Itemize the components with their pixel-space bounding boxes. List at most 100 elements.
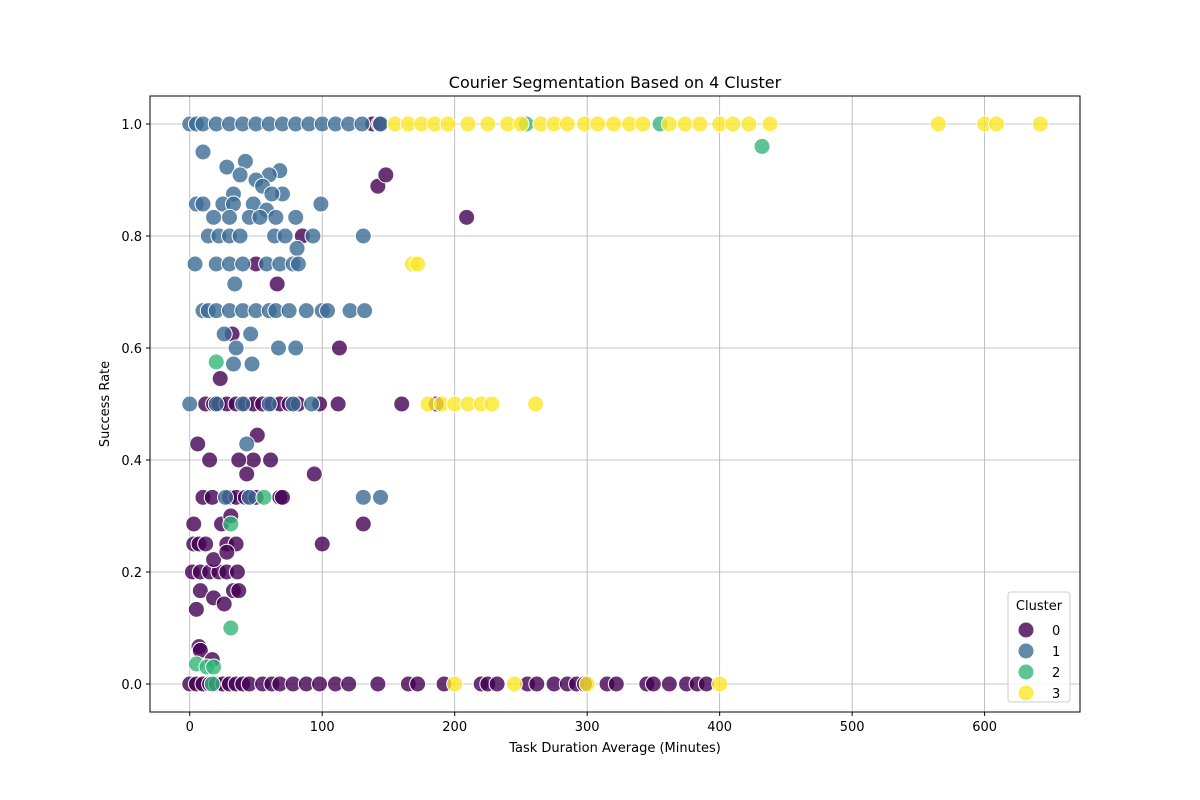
data-point-cluster-3 <box>558 115 576 133</box>
data-point-cluster-3 <box>527 395 545 413</box>
data-point-cluster-3 <box>479 115 497 133</box>
data-point-cluster-1 <box>287 208 305 226</box>
data-point-cluster-3 <box>446 675 464 693</box>
data-point-cluster-1 <box>297 302 315 320</box>
data-point-cluster-2 <box>753 137 771 155</box>
x-axis-label: Task Duration Average (Minutes) <box>508 741 721 756</box>
x-tick-label: 400 <box>707 720 732 735</box>
data-point-cluster-3 <box>711 675 729 693</box>
data-point-cluster-3 <box>691 115 709 133</box>
x-tick-label: 0 <box>186 720 194 735</box>
data-point-cluster-0 <box>340 675 358 693</box>
data-point-cluster-1 <box>243 355 261 373</box>
data-point-cluster-1 <box>303 395 321 413</box>
data-point-cluster-1 <box>186 255 204 273</box>
data-point-cluster-3 <box>483 395 501 413</box>
data-point-cluster-1 <box>215 325 233 343</box>
data-point-cluster-1 <box>280 302 298 320</box>
data-point-cluster-0 <box>201 451 219 469</box>
data-point-cluster-1 <box>207 395 225 413</box>
data-point-cluster-3 <box>988 115 1006 133</box>
data-point-cluster-0 <box>238 465 256 483</box>
x-tick-label: 100 <box>310 720 335 735</box>
legend-marker-2 <box>1017 663 1035 681</box>
legend-label-0: 0 <box>1052 624 1060 639</box>
data-point-cluster-1 <box>319 302 337 320</box>
data-point-cluster-3 <box>409 255 427 273</box>
data-point-cluster-3 <box>459 115 477 133</box>
x-tick-label: 300 <box>575 720 600 735</box>
data-point-cluster-0 <box>211 370 229 388</box>
data-point-cluster-2 <box>222 619 240 637</box>
data-point-cluster-0 <box>197 535 215 553</box>
data-point-cluster-1 <box>372 488 390 506</box>
data-point-cluster-2 <box>222 515 240 533</box>
legend-label-3: 3 <box>1052 687 1060 702</box>
data-point-cluster-0 <box>273 488 291 506</box>
y-tick-label: 0.6 <box>121 342 142 357</box>
data-point-cluster-0 <box>458 208 476 226</box>
data-point-cluster-1 <box>217 488 235 506</box>
legend-marker-0 <box>1017 621 1035 639</box>
data-point-cluster-2 <box>207 353 225 371</box>
data-point-cluster-0 <box>205 551 223 569</box>
data-point-cluster-3 <box>578 675 596 693</box>
data-point-cluster-3 <box>929 115 947 133</box>
data-point-cluster-1 <box>205 208 223 226</box>
data-point-cluster-1 <box>267 208 285 226</box>
data-point-cluster-1 <box>288 239 306 257</box>
axis-ticks: 0 100 200 300 400 500 600 0.0 0.2 0.4 0.6 0.8 1.0 <box>121 118 997 735</box>
x-tick-label: 500 <box>840 720 865 735</box>
data-point-cluster-0 <box>187 600 205 618</box>
data-point-cluster-1 <box>341 302 359 320</box>
data-point-cluster-0 <box>393 395 411 413</box>
data-point-cluster-1 <box>231 166 249 184</box>
data-point-cluster-0 <box>230 582 248 600</box>
data-point-cluster-1 <box>194 143 212 161</box>
data-point-cluster-1 <box>276 227 294 245</box>
data-point-cluster-0 <box>488 675 506 693</box>
data-point-cluster-1 <box>238 435 256 453</box>
data-point-cluster-3 <box>761 115 779 133</box>
data-point-cluster-1 <box>304 227 322 245</box>
legend-label-2: 2 <box>1052 666 1060 681</box>
data-point-cluster-0 <box>354 515 372 533</box>
data-point-cluster-1 <box>260 395 278 413</box>
data-point-cluster-1 <box>284 395 302 413</box>
data-point-cluster-1 <box>224 355 242 373</box>
data-point-cluster-0 <box>230 451 248 469</box>
data-point-cluster-1 <box>251 208 269 226</box>
data-point-cluster-0 <box>369 675 387 693</box>
data-point-cluster-3 <box>589 115 607 133</box>
data-point-cluster-3 <box>740 115 758 133</box>
data-point-cluster-3 <box>660 115 678 133</box>
data-point-cluster-1 <box>372 115 390 133</box>
legend: Cluster 0 1 2 3 <box>1007 591 1071 703</box>
plot-frame <box>149 95 1081 713</box>
data-point-cluster-0 <box>218 543 236 561</box>
data-point-cluster-1 <box>240 488 258 506</box>
data-point-cluster-3 <box>605 115 623 133</box>
data-point-cluster-1 <box>194 195 212 213</box>
data-point-cluster-1 <box>354 488 372 506</box>
y-tick-label: 0.4 <box>121 454 142 469</box>
data-point-cluster-1 <box>287 339 305 357</box>
data-point-cluster-0 <box>262 451 280 469</box>
data-point-cluster-1 <box>181 395 199 413</box>
data-point-cluster-0 <box>228 563 246 581</box>
data-point-cluster-1 <box>218 158 236 176</box>
data-point-cluster-2 <box>203 675 221 693</box>
data-point-cluster-0 <box>644 675 662 693</box>
data-point-cluster-1 <box>356 302 374 320</box>
data-point-cluster-1 <box>353 115 371 133</box>
data-point-cluster-0 <box>607 675 625 693</box>
data-point-cluster-1 <box>270 339 288 357</box>
data-point-cluster-3 <box>724 115 742 133</box>
data-point-cluster-0 <box>330 339 348 357</box>
data-point-cluster-3 <box>634 115 652 133</box>
data-point-cluster-1 <box>289 255 307 273</box>
data-point-cluster-1 <box>220 208 238 226</box>
data-point-cluster-0 <box>191 582 209 600</box>
data-point-cluster-1 <box>226 275 244 293</box>
data-point-cluster-2 <box>255 488 273 506</box>
